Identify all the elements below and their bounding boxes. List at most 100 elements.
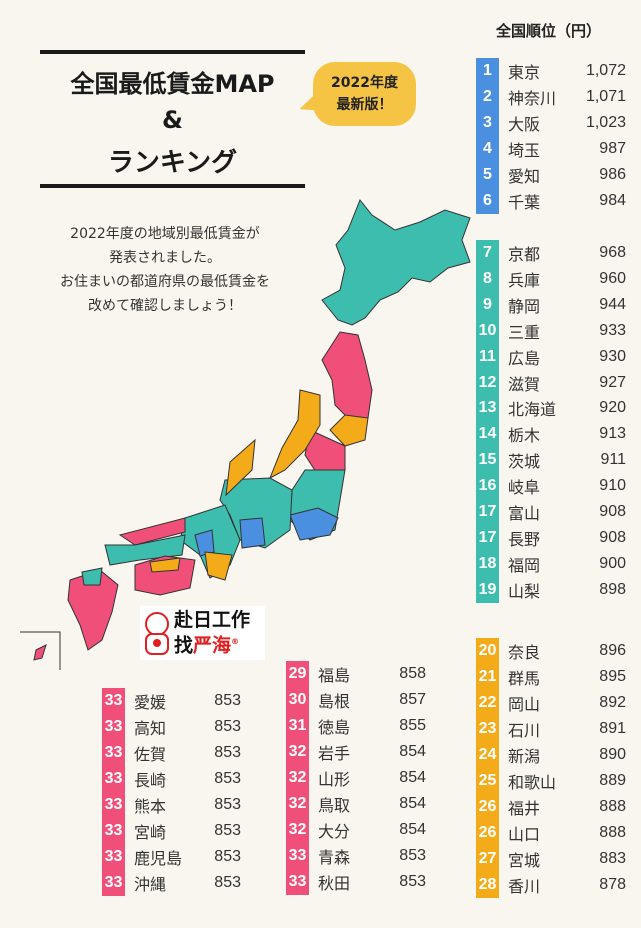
rank-bar-pink [102, 688, 125, 896]
intro-line: 2022年度の地域別最低賃金が [70, 226, 260, 242]
ranking-row: 33 沖縄 853 [102, 870, 241, 896]
min-wage-value: 855 [399, 717, 426, 734]
badge-year: 2022年度 [331, 75, 398, 91]
min-wage-value: 853 [214, 744, 241, 761]
rank-number: 32 [288, 743, 307, 760]
title-top-rule [40, 50, 305, 54]
map-chubu [219, 477, 293, 549]
rank-number: 33 [104, 874, 123, 891]
ranking-row: 29 福島 858 [286, 661, 426, 687]
rank-bar-orange [476, 638, 499, 898]
map-okinawa [33, 644, 47, 661]
ranking-row: 33 熊本 853 [102, 792, 241, 818]
ranking-row: 14 栃木 913 [476, 421, 626, 447]
ranking-row: 21 群馬 895 [476, 664, 626, 690]
prefecture-name: 京都 [508, 245, 541, 264]
min-wage-value: 853 [214, 796, 241, 813]
rank-number: 6 [483, 192, 492, 209]
prefecture-name: 大阪 [508, 115, 541, 134]
ranking-row: 33 愛媛 853 [102, 688, 241, 714]
ranking-row: 4 埼玉 987 [476, 136, 626, 162]
prefecture-name: 熊本 [134, 797, 167, 816]
map-osaka [194, 529, 215, 557]
ranking-row: 33 鹿児島 853 [102, 844, 241, 870]
rank-number: 29 [288, 665, 307, 682]
title-ampersand: & [162, 106, 183, 134]
watermark-find: 找 [174, 634, 194, 657]
ranking-row: 33 佐賀 853 [102, 740, 241, 766]
min-wage-value: 853 [214, 718, 241, 735]
min-wage-value: 927 [599, 373, 626, 391]
rank-number: 33 [104, 796, 123, 813]
min-wage-value: 853 [214, 692, 241, 709]
ranking-row: 32 大分 854 [286, 817, 426, 843]
map-fukuoka [81, 567, 103, 586]
rank-number: 2 [483, 88, 492, 105]
rank-number: 28 [478, 876, 497, 893]
rank-number: 26 [478, 824, 497, 841]
prefecture-name: 香川 [508, 877, 541, 896]
rank-number: 25 [478, 772, 497, 789]
intro-line: 改めて確認しましょう！ [88, 298, 242, 314]
prefecture-name: 茨城 [508, 452, 541, 472]
prefecture-name: 群馬 [508, 669, 541, 688]
rank-number: 33 [104, 718, 123, 735]
watermark-line2: 找严海® [174, 631, 250, 657]
ranking-row: 3 大阪 1,023 [476, 110, 626, 136]
rank-number: 9 [483, 295, 492, 313]
prefecture-name: 沖縄 [134, 875, 167, 894]
min-wage-value: 891 [599, 720, 626, 737]
ranking-row: 33 宮崎 853 [102, 818, 241, 844]
rank-number: 33 [104, 848, 123, 865]
ranking-row: 28 香川 878 [476, 872, 626, 898]
rank-number: 8 [483, 269, 492, 287]
page-title: 全国最低賃金MAP [70, 70, 275, 98]
rank-number: 24 [478, 746, 497, 763]
prefecture-name: 福井 [508, 799, 541, 818]
min-wage-value: 854 [399, 743, 426, 760]
rank-number: 19 [478, 580, 497, 598]
map-chugoku-south [104, 534, 186, 566]
ranking-row: 31 徳島 855 [286, 713, 426, 739]
ranking-row: 32 鳥取 854 [286, 791, 426, 817]
rank-number: 11 [479, 347, 496, 365]
ranking-row: 16 岐阜 910 [476, 473, 626, 499]
prefecture-name: 愛知 [508, 167, 541, 186]
ranking-row: 18 福岡 900 [476, 551, 626, 577]
prefecture-name: 東京 [508, 63, 541, 82]
rank-number: 33 [288, 847, 307, 864]
ranking-row: 1 東京 1,072 [476, 58, 626, 84]
prefecture-name: 千葉 [508, 193, 541, 212]
ranking-row: 9 静岡 944 [476, 292, 626, 318]
ranking-row: 24 新潟 890 [476, 742, 626, 768]
rank-number: 7 [483, 244, 492, 261]
map-niigata [269, 389, 321, 480]
intro-text: 2022年度の地域別最低賃金が 発表されました。 お住まいの都道府県の最低賃金を… [20, 222, 310, 318]
map-kagawa [149, 557, 181, 573]
lucky-cat-icon [145, 612, 169, 655]
min-wage-value: 854 [399, 769, 426, 786]
rank-number: 33 [104, 692, 123, 709]
min-wage-value: 1,071 [585, 88, 626, 105]
min-wage-value: 892 [599, 694, 626, 711]
rank-number: 21 [478, 668, 497, 685]
prefecture-name: 鳥取 [318, 796, 351, 815]
min-wage-value: 930 [599, 347, 626, 365]
ranking-row: 33 青森 853 [286, 843, 426, 869]
intro-line: 発表されました。 [109, 250, 221, 266]
min-wage-value: 968 [599, 244, 626, 261]
prefecture-name: 静岡 [508, 296, 541, 316]
rank-number: 10 [478, 321, 497, 339]
ranking-header: 全国順位（円） [496, 22, 602, 40]
prefecture-name: 岡山 [508, 695, 541, 714]
map-shikoku [134, 555, 196, 596]
min-wage-value: 853 [214, 770, 241, 787]
rank-number: 14 [478, 425, 497, 443]
rank-number: 12 [478, 373, 497, 391]
prefecture-name: 兵庫 [508, 270, 541, 290]
prefecture-name: 岩手 [318, 744, 351, 763]
okinawa-inset-frame [20, 631, 61, 670]
prefecture-name: 大分 [318, 822, 351, 841]
min-wage-value: 878 [599, 876, 626, 893]
